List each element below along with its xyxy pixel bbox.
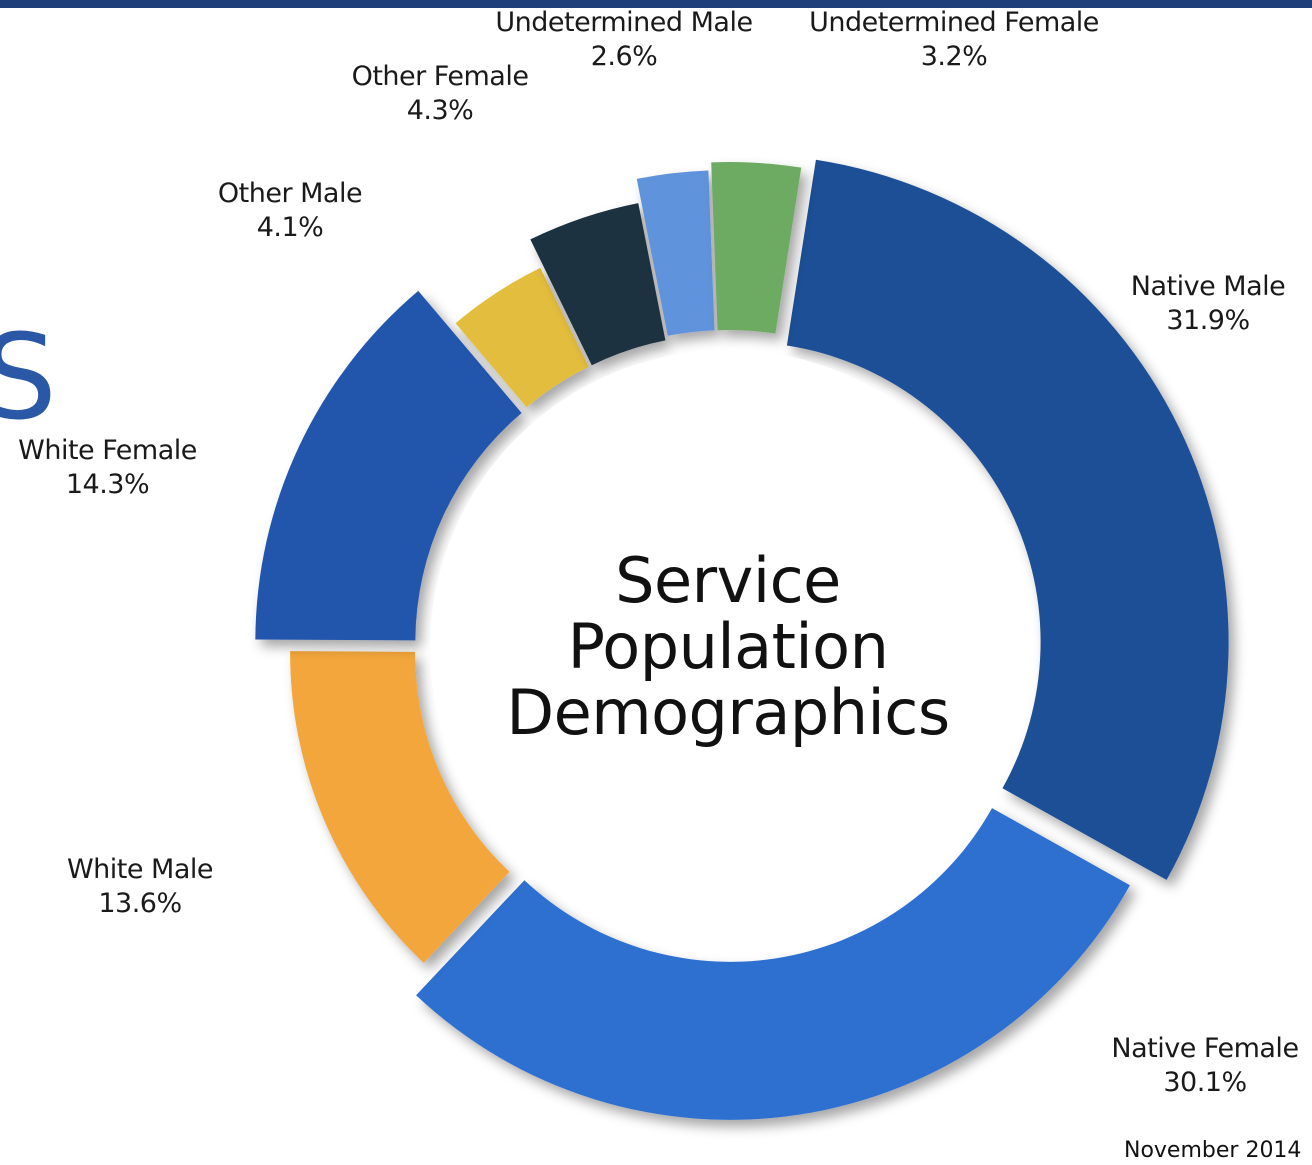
slice-label-value: 30.1% (1098, 1066, 1312, 1100)
slice-label-name: White Female (0, 434, 215, 468)
slice-label-white-male: White Male 13.6% (30, 853, 250, 921)
slice-label-name: Other Male (195, 177, 385, 211)
slice-label-name: Native Male (1108, 270, 1308, 304)
chart-title-line: Demographics (458, 680, 998, 746)
slice-label-value: 14.3% (0, 468, 215, 502)
slice-label-undetermined-male: Undetermined Male 2.6% (474, 6, 774, 74)
slice-undetermined-female (711, 162, 801, 334)
slice-label-value: 3.2% (790, 40, 1118, 74)
slice-label-native-male: Native Male 31.9% (1108, 270, 1308, 338)
slice-label-value: 2.6% (474, 40, 774, 74)
footer-date: November 2014 (1124, 1138, 1301, 1164)
slice-label-name: Undetermined Male (474, 6, 774, 40)
slice-label-name: Native Female (1098, 1032, 1312, 1066)
slice-label-undetermined-female: Undetermined Female 3.2% (790, 6, 1118, 74)
slice-label-value: 31.9% (1108, 304, 1308, 338)
slice-label-other-male: Other Male 4.1% (195, 177, 385, 245)
chart-title-line: Service (458, 548, 998, 614)
slice-label-white-female: White Female 14.3% (0, 434, 215, 502)
chart-title: Service Population Demographics (458, 548, 998, 746)
slice-label-native-female: Native Female 30.1% (1098, 1032, 1312, 1100)
slice-label-value: 4.3% (330, 94, 550, 128)
slice-label-value: 4.1% (195, 211, 385, 245)
slice-label-name: White Male (30, 853, 250, 887)
chart-title-line: Population (458, 614, 998, 680)
slice-label-name: Undetermined Female (790, 6, 1118, 40)
slice-label-value: 13.6% (30, 887, 250, 921)
